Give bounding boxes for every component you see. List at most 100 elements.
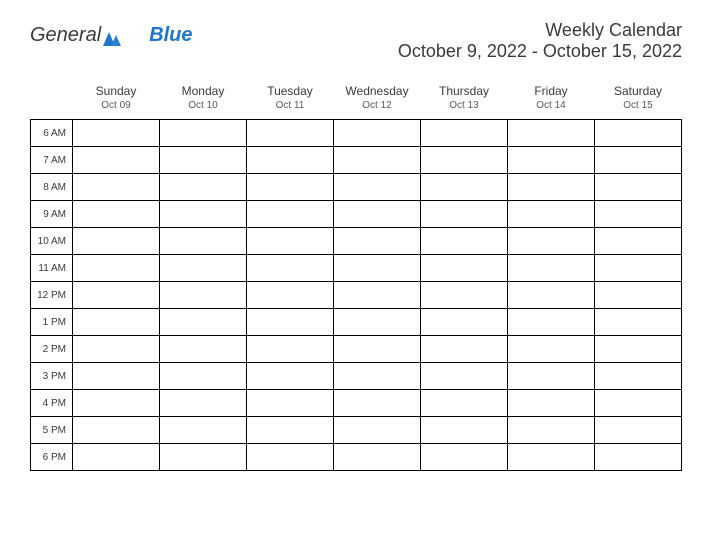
calendar-slot[interactable] [508, 228, 595, 255]
calendar-slot[interactable] [508, 363, 595, 390]
calendar-slot[interactable] [595, 282, 682, 309]
day-date: Oct 09 [73, 100, 160, 120]
time-label: 8 AM [31, 174, 73, 201]
calendar-slot[interactable] [595, 228, 682, 255]
calendar-slot[interactable] [334, 336, 421, 363]
calendar-slot[interactable] [421, 390, 508, 417]
calendar-slot[interactable] [334, 201, 421, 228]
calendar-slot[interactable] [247, 228, 334, 255]
calendar-slot[interactable] [73, 309, 160, 336]
calendar-slot[interactable] [334, 417, 421, 444]
calendar-slot[interactable] [247, 363, 334, 390]
calendar-slot[interactable] [160, 417, 247, 444]
calendar-slot[interactable] [73, 120, 160, 147]
calendar-slot[interactable] [73, 255, 160, 282]
calendar-slot[interactable] [247, 120, 334, 147]
calendar-slot[interactable] [421, 201, 508, 228]
calendar-slot[interactable] [247, 417, 334, 444]
calendar-slot[interactable] [595, 336, 682, 363]
calendar-slot[interactable] [508, 120, 595, 147]
calendar-slot[interactable] [247, 309, 334, 336]
calendar-slot[interactable] [247, 390, 334, 417]
day-date: Oct 11 [247, 100, 334, 120]
calendar-slot[interactable] [73, 336, 160, 363]
calendar-slot[interactable] [595, 120, 682, 147]
calendar-slot[interactable] [508, 147, 595, 174]
calendar-slot[interactable] [73, 147, 160, 174]
calendar-slot[interactable] [73, 390, 160, 417]
calendar-slot[interactable] [160, 147, 247, 174]
calendar-slot[interactable] [247, 174, 334, 201]
calendar-slot[interactable] [73, 228, 160, 255]
calendar-slot[interactable] [73, 282, 160, 309]
calendar-slot[interactable] [334, 120, 421, 147]
calendar-slot[interactable] [247, 255, 334, 282]
calendar-slot[interactable] [160, 228, 247, 255]
calendar-slot[interactable] [160, 120, 247, 147]
calendar-slot[interactable] [595, 255, 682, 282]
calendar-slot[interactable] [421, 444, 508, 471]
calendar-slot[interactable] [73, 417, 160, 444]
calendar-slot[interactable] [595, 417, 682, 444]
calendar-slot[interactable] [508, 417, 595, 444]
calendar-slot[interactable] [595, 174, 682, 201]
calendar-slot[interactable] [334, 444, 421, 471]
calendar-slot[interactable] [508, 390, 595, 417]
calendar-slot[interactable] [73, 363, 160, 390]
calendar-slot[interactable] [595, 390, 682, 417]
calendar-slot[interactable] [334, 147, 421, 174]
calendar-slot[interactable] [160, 201, 247, 228]
calendar-slot[interactable] [595, 309, 682, 336]
calendar-slot[interactable] [160, 309, 247, 336]
calendar-slot[interactable] [421, 147, 508, 174]
calendar-slot[interactable] [421, 309, 508, 336]
calendar-slot[interactable] [247, 282, 334, 309]
calendar-slot[interactable] [508, 336, 595, 363]
day-header: Tuesday [247, 80, 334, 100]
calendar-slot[interactable] [595, 444, 682, 471]
calendar-slot[interactable] [421, 255, 508, 282]
calendar-slot[interactable] [73, 174, 160, 201]
calendar-slot[interactable] [595, 363, 682, 390]
calendar-slot[interactable] [508, 282, 595, 309]
calendar-slot[interactable] [421, 282, 508, 309]
calendar-slot[interactable] [160, 363, 247, 390]
calendar-slot[interactable] [160, 444, 247, 471]
calendar-slot[interactable] [508, 444, 595, 471]
calendar-slot[interactable] [73, 201, 160, 228]
calendar-slot[interactable] [247, 201, 334, 228]
calendar-slot[interactable] [160, 255, 247, 282]
calendar-slot[interactable] [508, 255, 595, 282]
calendar-slot[interactable] [334, 255, 421, 282]
calendar-slot[interactable] [247, 336, 334, 363]
logo-icon [103, 29, 121, 43]
day-header: Wednesday [334, 80, 421, 100]
calendar-slot[interactable] [73, 444, 160, 471]
calendar: Sunday Monday Tuesday Wednesday Thursday… [30, 80, 682, 471]
calendar-slot[interactable] [334, 390, 421, 417]
calendar-slot[interactable] [334, 282, 421, 309]
calendar-slot[interactable] [334, 363, 421, 390]
calendar-slot[interactable] [595, 147, 682, 174]
calendar-slot[interactable] [334, 228, 421, 255]
hour-row: 9 AM [31, 201, 682, 228]
calendar-slot[interactable] [421, 336, 508, 363]
calendar-slot[interactable] [508, 309, 595, 336]
calendar-slot[interactable] [247, 147, 334, 174]
calendar-slot[interactable] [160, 174, 247, 201]
calendar-slot[interactable] [247, 444, 334, 471]
calendar-slot[interactable] [421, 363, 508, 390]
calendar-slot[interactable] [160, 336, 247, 363]
calendar-slot[interactable] [421, 228, 508, 255]
calendar-slot[interactable] [421, 174, 508, 201]
calendar-slot[interactable] [595, 201, 682, 228]
calendar-slot[interactable] [421, 417, 508, 444]
calendar-slot[interactable] [334, 309, 421, 336]
calendar-slot[interactable] [334, 174, 421, 201]
calendar-slot[interactable] [508, 174, 595, 201]
date-range: October 9, 2022 - October 15, 2022 [398, 41, 682, 62]
calendar-slot[interactable] [421, 120, 508, 147]
calendar-slot[interactable] [508, 201, 595, 228]
calendar-slot[interactable] [160, 390, 247, 417]
calendar-slot[interactable] [160, 282, 247, 309]
